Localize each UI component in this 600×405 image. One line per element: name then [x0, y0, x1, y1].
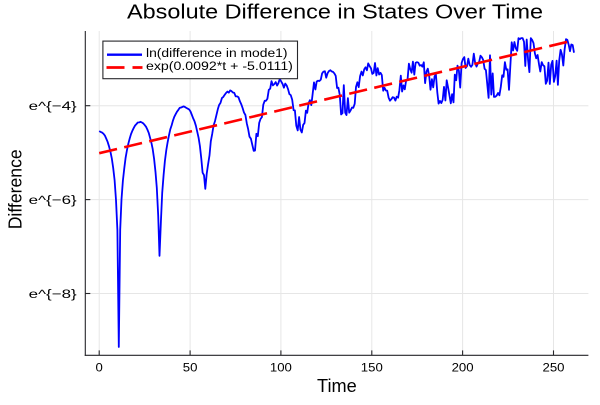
- svg-text:e^{−6}: e^{−6}: [29, 193, 77, 207]
- svg-text:Absolute Difference in States: Absolute Difference in States Over Time: [127, 1, 543, 23]
- svg-text:150: 150: [361, 361, 383, 375]
- svg-text:200: 200: [452, 361, 474, 375]
- svg-text:ln(difference in mode1): ln(difference in mode1): [146, 46, 288, 60]
- svg-text:100: 100: [270, 361, 292, 375]
- svg-text:Difference: Difference: [5, 149, 25, 229]
- svg-text:e^{−8}: e^{−8}: [29, 287, 77, 301]
- svg-text:50: 50: [183, 361, 198, 375]
- svg-text:exp(0.0092*t + -5.0111): exp(0.0092*t + -5.0111): [146, 59, 293, 73]
- svg-text:Time: Time: [317, 376, 357, 396]
- svg-text:0: 0: [96, 361, 103, 375]
- svg-text:e^{−4}: e^{−4}: [29, 99, 77, 113]
- svg-text:250: 250: [543, 361, 565, 375]
